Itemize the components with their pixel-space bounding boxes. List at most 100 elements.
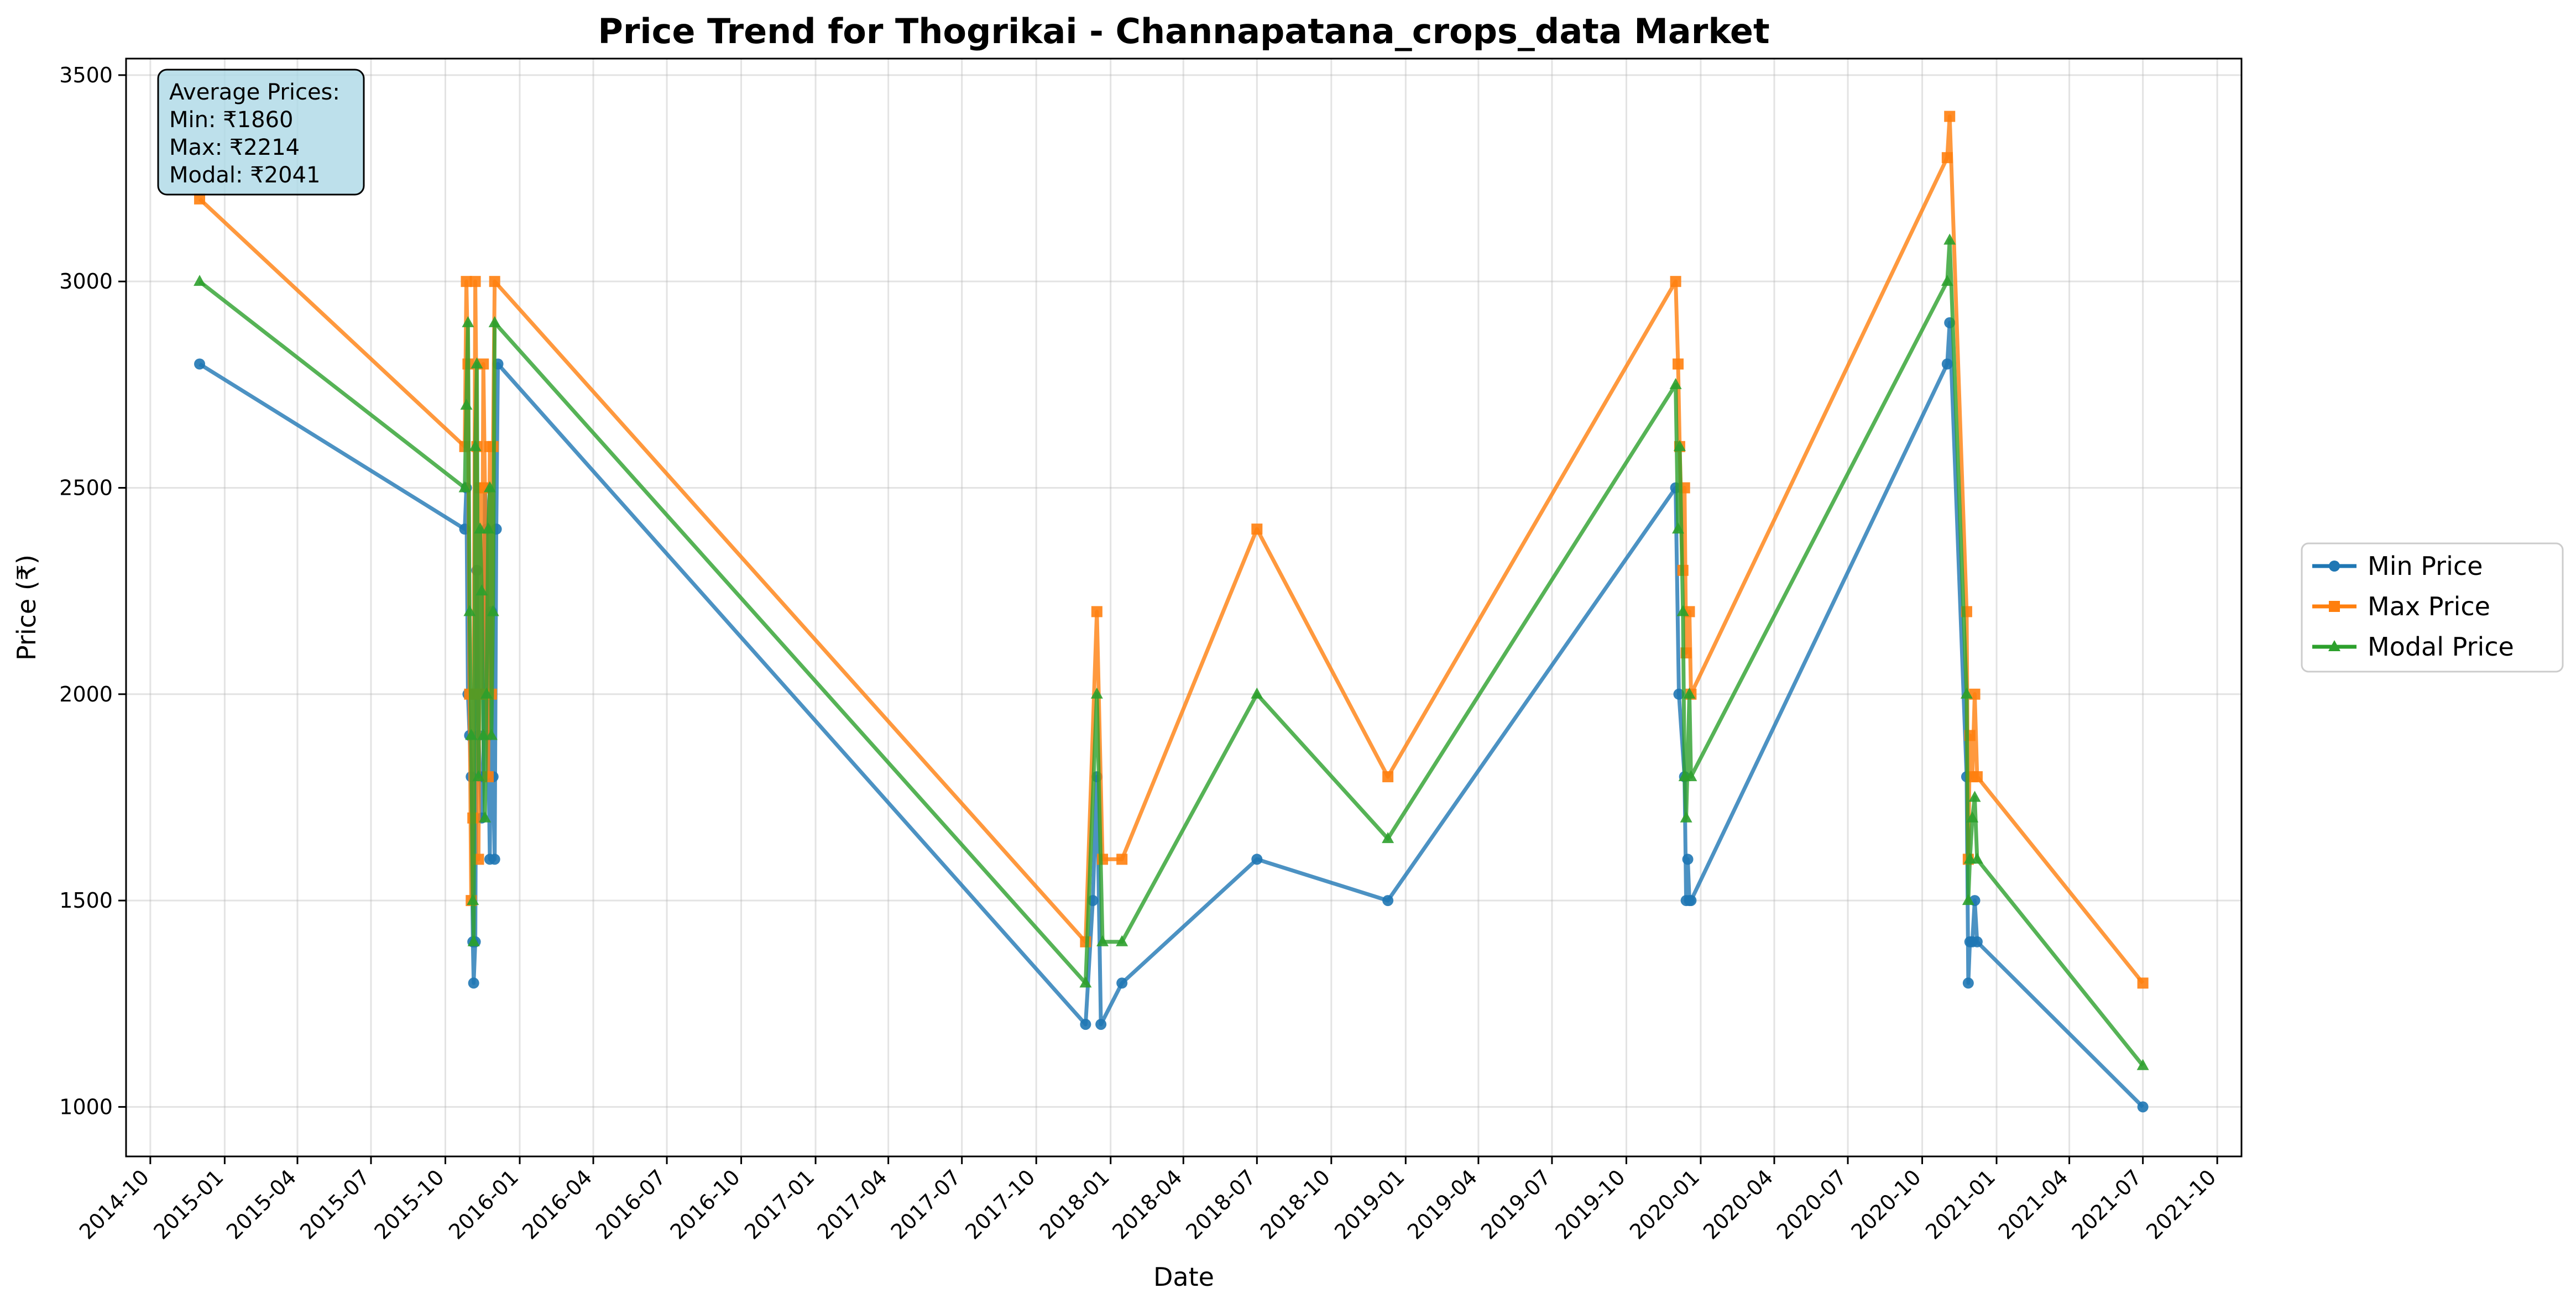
data-point — [1971, 771, 1983, 783]
data-point — [487, 605, 499, 616]
data-point — [462, 316, 474, 327]
data-point — [458, 481, 471, 493]
legend-item-max-price: Max Price — [2312, 591, 2490, 621]
data-point — [194, 193, 206, 205]
legend-label: Max Price — [2368, 591, 2490, 621]
annotation-line: Average Prices: — [169, 80, 340, 105]
legend-item-min-price: Min Price — [2312, 551, 2483, 581]
data-point — [485, 729, 498, 740]
data-point — [1971, 852, 1983, 864]
data-point — [471, 357, 483, 369]
data-point — [1676, 605, 1689, 616]
data-point — [489, 276, 500, 287]
data-point — [1673, 688, 1685, 700]
data-point — [468, 977, 479, 989]
data-point — [1941, 275, 1953, 286]
data-point — [1673, 439, 1686, 451]
data-point — [1680, 811, 1692, 823]
x-axis-label: Date — [1153, 1262, 1214, 1292]
y-tick-label: 1500 — [59, 888, 113, 913]
data-point — [1116, 854, 1128, 865]
data-point — [461, 276, 472, 287]
data-point — [1116, 935, 1128, 946]
series-modal-price — [194, 233, 2149, 1070]
data-point — [469, 439, 482, 451]
data-point — [463, 605, 476, 616]
y-tick-label: 3000 — [59, 269, 113, 294]
data-point — [1251, 687, 1263, 699]
data-point — [194, 275, 206, 286]
data-point — [1685, 895, 1697, 907]
y-axis-label: Price (₹) — [12, 554, 41, 661]
data-point — [1968, 790, 1981, 802]
series-line — [198, 238, 2145, 1067]
series-line — [198, 321, 2145, 1108]
data-point — [1116, 977, 1128, 989]
y-tick-label: 2000 — [59, 682, 113, 706]
data-point — [489, 854, 500, 865]
data-point — [488, 316, 501, 327]
data-point — [1382, 771, 1394, 783]
data-point — [1941, 152, 1953, 164]
annotation-line: Min: ₹1860 — [169, 107, 293, 133]
data-point — [467, 894, 479, 905]
data-point — [469, 276, 481, 287]
data-point — [1382, 832, 1394, 844]
data-point — [1669, 378, 1682, 389]
data-point — [1090, 687, 1103, 699]
legend: Min Price Max Price Modal Price — [2301, 542, 2564, 673]
data-point — [1251, 854, 1263, 865]
data-point — [1944, 111, 1956, 122]
grid-lines — [126, 59, 2241, 1156]
data-point — [477, 729, 490, 740]
data-point — [482, 522, 494, 534]
data-point — [1962, 894, 1974, 905]
data-point — [1096, 935, 1109, 946]
data-point — [1971, 936, 1983, 947]
data-point — [1382, 895, 1394, 907]
legend-label: Modal Price — [2368, 632, 2514, 662]
series-layer — [194, 111, 2149, 1113]
data-point — [2137, 977, 2149, 989]
data-point — [474, 522, 487, 534]
chart-title: Price Trend for Thogrikai - Channapatana… — [598, 11, 1769, 51]
y-tick-label: 3500 — [59, 63, 113, 87]
data-point — [465, 729, 478, 740]
y-axis-ticks: 1000 1500 2000 2500 3000 3500 — [59, 63, 126, 1119]
average-prices-annotation: Average Prices: Min: ₹1860 Max: ₹2214 Mo… — [157, 69, 365, 196]
data-point — [1969, 688, 1981, 700]
y-tick-label: 1000 — [59, 1095, 113, 1119]
data-point — [1943, 233, 1956, 245]
data-point — [1095, 1019, 1107, 1030]
data-point — [1683, 687, 1696, 699]
data-point — [1962, 977, 1974, 989]
data-point — [1682, 854, 1694, 865]
data-point — [2137, 1101, 2149, 1113]
data-point — [483, 481, 496, 493]
legend-item-modal-price: Modal Price — [2312, 632, 2514, 662]
data-point — [472, 770, 485, 782]
data-point — [460, 399, 473, 410]
data-point — [2136, 1059, 2149, 1070]
data-point — [1080, 1019, 1091, 1030]
data-point — [1960, 687, 1973, 699]
data-point — [1251, 523, 1263, 535]
data-point — [1966, 811, 1979, 823]
annotation-line: Modal: ₹2041 — [169, 163, 320, 188]
data-point — [1670, 276, 1681, 287]
data-point — [479, 811, 492, 823]
annotation-line: Max: ₹2214 — [169, 135, 300, 160]
data-point — [480, 687, 493, 699]
data-point — [1079, 976, 1092, 988]
data-point — [476, 584, 488, 596]
data-point — [1941, 358, 1953, 370]
data-point — [1091, 606, 1102, 617]
data-point — [1685, 770, 1697, 782]
data-point — [194, 358, 206, 370]
data-point — [467, 935, 480, 946]
y-tick-label: 2500 — [59, 475, 113, 500]
data-point — [1672, 522, 1685, 534]
data-point — [1673, 358, 1684, 370]
legend-label: Min Price — [2368, 551, 2483, 581]
